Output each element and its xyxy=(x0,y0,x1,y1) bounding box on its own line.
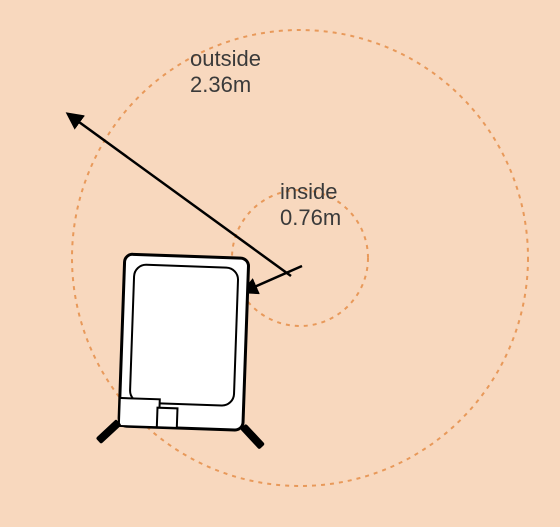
outside-label-title: outside xyxy=(190,46,261,71)
background xyxy=(0,0,560,527)
wheelchair-footrest-outer xyxy=(119,398,160,427)
inside-label-title: inside xyxy=(280,179,337,204)
wheelchair-seat xyxy=(130,264,239,406)
inside-label-value: 0.76m xyxy=(280,205,341,230)
wheelchair-footrest-inner xyxy=(157,408,178,428)
outside-label-value: 2.36m xyxy=(190,72,251,97)
turning-radius-diagram: outside 2.36m inside 0.76m xyxy=(0,0,560,527)
